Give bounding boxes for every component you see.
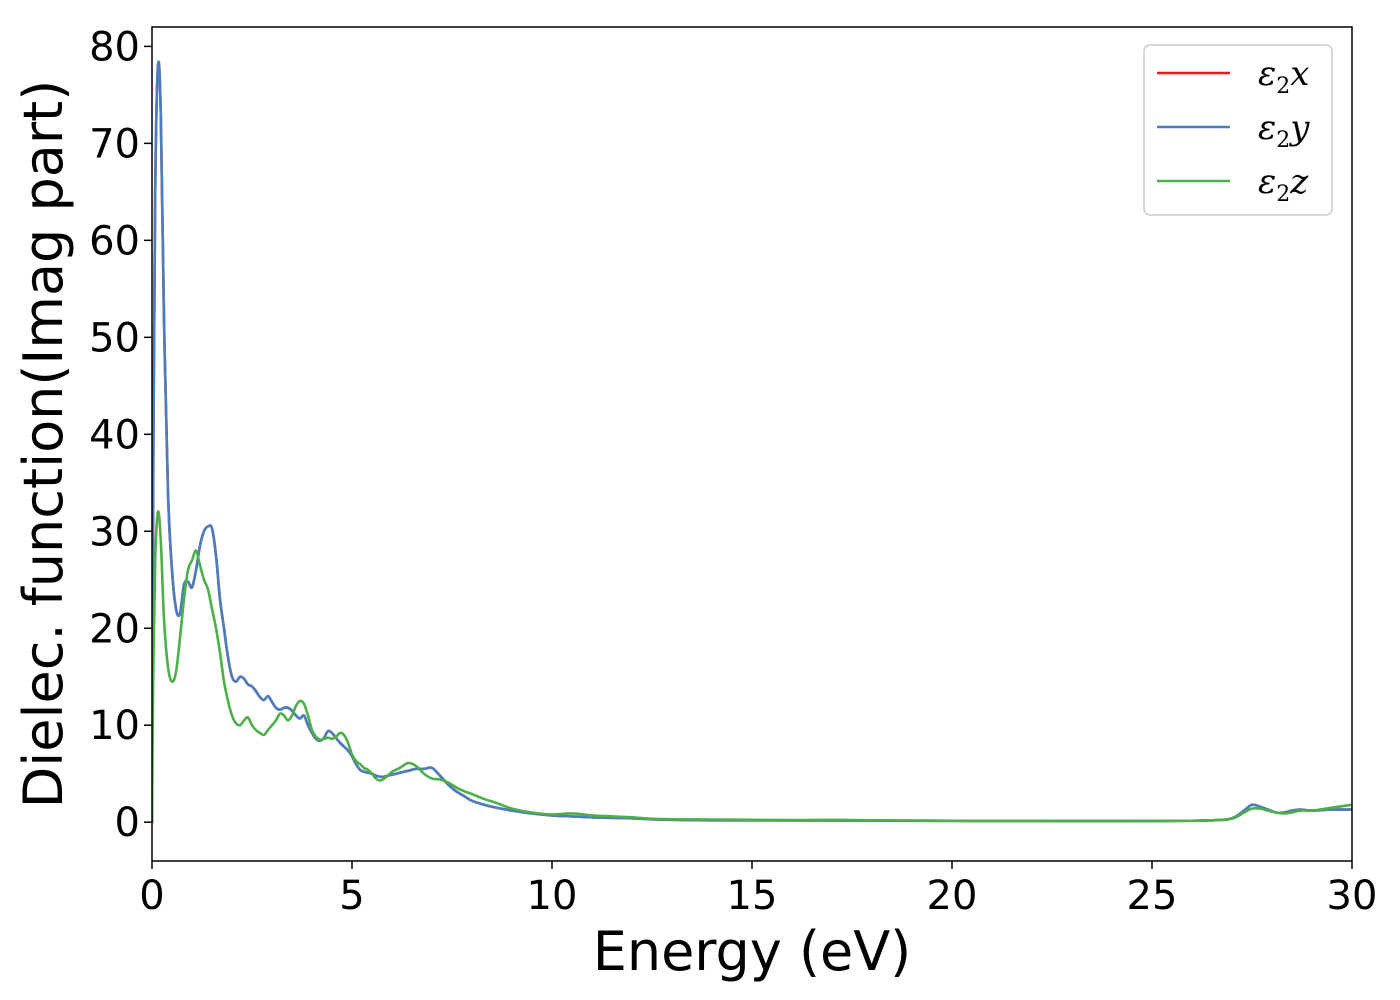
y-tick-label: 70 — [89, 121, 140, 167]
y-axis-label: Dielec. function(Imag part) — [12, 80, 75, 809]
x-axis-ticks: 0 5 10 15 20 25 30 — [139, 861, 1377, 919]
x-tick-label: 10 — [527, 873, 578, 919]
x-axis-label: Energy (eV) — [593, 920, 912, 983]
x-tick-label: 20 — [927, 873, 978, 919]
x-tick-label: 30 — [1327, 873, 1378, 919]
legend-label-z: ε2z — [1258, 162, 1309, 207]
y-tick-label: 50 — [89, 315, 140, 361]
x-tick-label: 25 — [1127, 873, 1178, 919]
y-tick-label: 10 — [89, 703, 140, 749]
y-tick-label: 60 — [89, 218, 140, 264]
legend-label-y: ε2y — [1258, 108, 1310, 153]
series-layer — [152, 60, 1352, 824]
legend-box — [1143, 44, 1333, 216]
y-tick-label: 30 — [89, 509, 140, 555]
y-tick-label: 40 — [89, 412, 140, 458]
y-tick-label: 20 — [89, 606, 140, 652]
y-tick-label: 80 — [89, 24, 140, 70]
series-line-z — [152, 510, 1352, 824]
legend: ε2x ε2y ε2z — [1143, 44, 1333, 216]
y-axis-ticks: 0 10 20 30 40 50 60 70 80 — [89, 24, 152, 846]
y-tick-label: 0 — [115, 800, 140, 846]
legend-label-x: ε2x — [1258, 54, 1309, 99]
x-tick-label: 5 — [339, 873, 364, 919]
x-tick-label: 0 — [139, 873, 164, 919]
x-tick-label: 15 — [727, 873, 778, 919]
